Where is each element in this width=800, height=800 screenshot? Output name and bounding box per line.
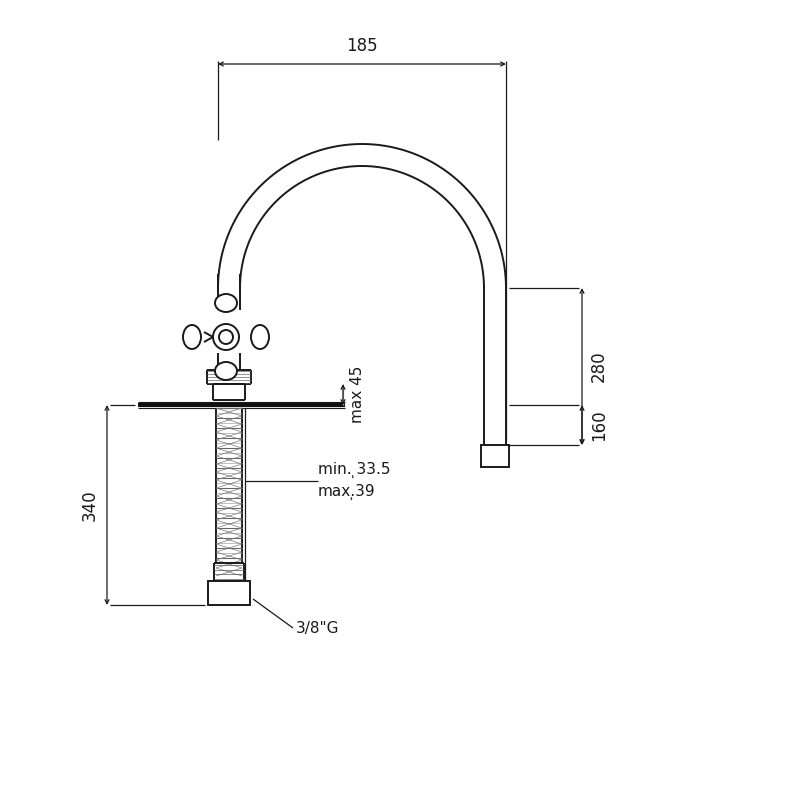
Text: max 45: max 45 <box>350 366 365 423</box>
Bar <box>481 445 509 467</box>
Text: min. ̹33.5: min. ̹33.5 <box>318 462 390 478</box>
Ellipse shape <box>215 294 237 312</box>
Text: 185: 185 <box>346 37 378 55</box>
Ellipse shape <box>183 325 201 349</box>
Bar <box>208 581 250 605</box>
Ellipse shape <box>251 325 269 349</box>
Text: 340: 340 <box>81 489 99 521</box>
Text: 280: 280 <box>590 350 608 382</box>
Text: max.̹39: max.̹39 <box>318 484 376 500</box>
Text: 3/8"G: 3/8"G <box>296 621 339 635</box>
Circle shape <box>213 324 239 350</box>
Ellipse shape <box>215 362 237 380</box>
Circle shape <box>219 330 233 344</box>
Text: 160: 160 <box>590 409 608 441</box>
